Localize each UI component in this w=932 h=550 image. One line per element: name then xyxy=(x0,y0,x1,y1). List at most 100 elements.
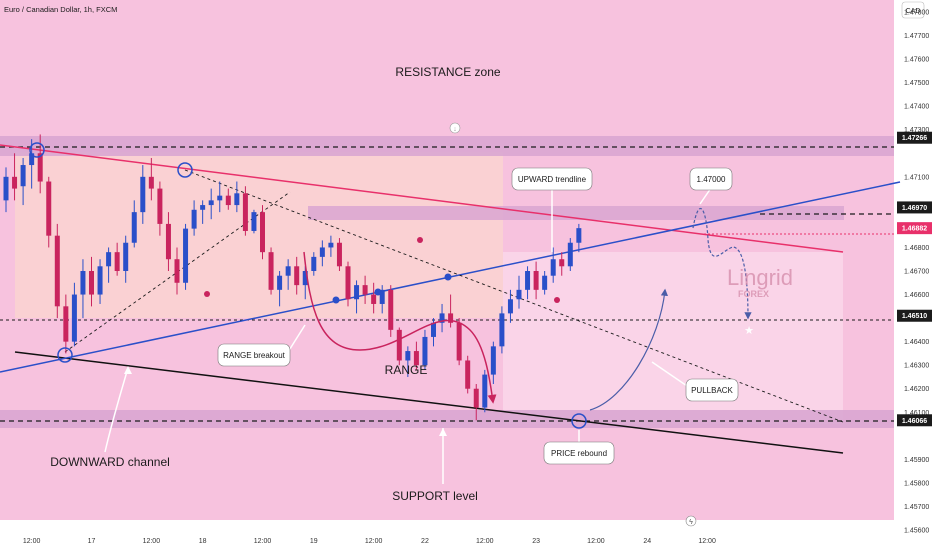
candle-body xyxy=(97,266,103,295)
candle[interactable] xyxy=(516,275,522,309)
event-bolt-icon[interactable] xyxy=(685,515,697,527)
resistance-zone-band xyxy=(0,136,894,156)
candle-body xyxy=(405,351,411,361)
candle[interactable] xyxy=(89,256,94,307)
candle[interactable] xyxy=(413,341,419,370)
candle[interactable] xyxy=(148,157,154,201)
candle[interactable] xyxy=(473,384,479,421)
candle-body xyxy=(106,252,112,267)
candle[interactable] xyxy=(448,294,454,328)
y-tick-label: 1.46300 xyxy=(904,363,929,370)
candle[interactable] xyxy=(46,176,52,248)
candle[interactable] xyxy=(234,181,240,213)
price-tag-box xyxy=(897,414,932,427)
y-tick-label: 1.46600 xyxy=(904,292,929,299)
candle[interactable] xyxy=(140,165,146,224)
candle-body xyxy=(482,374,488,408)
candle[interactable] xyxy=(242,186,248,236)
candle[interactable] xyxy=(328,235,334,257)
candle[interactable] xyxy=(183,223,189,290)
candle[interactable] xyxy=(251,209,257,234)
candle[interactable] xyxy=(106,247,112,283)
candle[interactable] xyxy=(54,223,60,319)
candle[interactable] xyxy=(63,294,69,354)
level-1-callout-box xyxy=(689,167,733,191)
candle[interactable] xyxy=(319,240,325,267)
trend-touch-dot-2 xyxy=(374,288,382,296)
candle[interactable] xyxy=(533,261,539,300)
candle[interactable] xyxy=(294,256,300,295)
candle[interactable] xyxy=(12,153,18,201)
candle-body xyxy=(260,212,265,253)
swing-low-marker-2[interactable] xyxy=(571,413,587,429)
candle-body xyxy=(542,275,548,290)
currency-badge[interactable] xyxy=(901,1,925,19)
candle[interactable] xyxy=(191,200,197,236)
candle[interactable] xyxy=(345,261,351,307)
candle[interactable] xyxy=(362,275,368,304)
candle-body xyxy=(251,212,257,231)
swing-low-marker-1[interactable] xyxy=(57,347,73,363)
upward-callout-text: UPWARD trendline xyxy=(518,175,587,184)
candle[interactable] xyxy=(336,238,342,271)
candle[interactable] xyxy=(285,259,291,290)
candle[interactable] xyxy=(123,235,129,283)
pullback-box xyxy=(503,252,843,424)
swing-high-marker-2[interactable] xyxy=(177,162,193,178)
candle[interactable] xyxy=(567,238,573,271)
swing-high-marker-1[interactable] xyxy=(29,142,45,158)
candle[interactable] xyxy=(465,355,471,394)
price-tag: 1.46066 xyxy=(897,414,932,427)
candle-body xyxy=(550,259,556,276)
candle[interactable] xyxy=(131,200,137,248)
candle[interactable] xyxy=(542,271,548,295)
candle-body xyxy=(37,153,43,182)
candle[interactable] xyxy=(217,181,223,213)
candle[interactable] xyxy=(208,188,214,220)
candle[interactable] xyxy=(174,247,180,295)
candle[interactable] xyxy=(499,306,505,354)
candle[interactable] xyxy=(311,252,317,276)
candle[interactable] xyxy=(379,285,385,314)
candles xyxy=(3,134,582,421)
candle[interactable] xyxy=(268,247,274,295)
candle[interactable] xyxy=(482,369,488,413)
x-tick-label: 12:00 xyxy=(23,538,41,545)
candle[interactable] xyxy=(354,280,360,314)
candle[interactable] xyxy=(388,285,394,337)
y-tick-label: 1.46700 xyxy=(904,269,929,276)
x-tick-label: 22 xyxy=(421,538,429,545)
candle[interactable] xyxy=(200,200,206,224)
candle[interactable] xyxy=(260,205,265,260)
candle[interactable] xyxy=(576,223,582,253)
candle[interactable] xyxy=(371,282,377,314)
candle[interactable] xyxy=(165,212,171,271)
downward-pointer-head xyxy=(124,366,132,374)
candle[interactable] xyxy=(277,271,283,307)
price-tag: 1.46510 xyxy=(897,309,932,322)
candle[interactable] xyxy=(559,252,565,276)
candle[interactable] xyxy=(302,266,308,300)
range-top-dot-2 xyxy=(554,297,560,303)
candle[interactable] xyxy=(157,181,163,236)
candle[interactable] xyxy=(29,139,35,189)
candle[interactable] xyxy=(490,341,496,385)
candle[interactable] xyxy=(71,282,77,347)
candle[interactable] xyxy=(3,167,9,213)
candle-body xyxy=(217,195,223,201)
candle[interactable] xyxy=(439,303,445,333)
candle[interactable] xyxy=(525,266,531,300)
candle[interactable] xyxy=(550,247,556,283)
candle[interactable] xyxy=(507,289,513,323)
candle[interactable] xyxy=(396,327,402,366)
candle[interactable] xyxy=(422,329,428,370)
price-axis: 1.47800 1.47700 1.47600 1.47500 1.47400 1.473… xyxy=(904,10,929,535)
candle[interactable] xyxy=(114,242,120,276)
candle[interactable] xyxy=(80,259,86,319)
candle[interactable] xyxy=(97,259,103,304)
candle[interactable] xyxy=(456,318,462,366)
candle[interactable] xyxy=(225,188,231,210)
candle[interactable] xyxy=(405,346,411,377)
x-tick-label: 12:00 xyxy=(698,538,716,545)
candle[interactable] xyxy=(20,157,26,206)
